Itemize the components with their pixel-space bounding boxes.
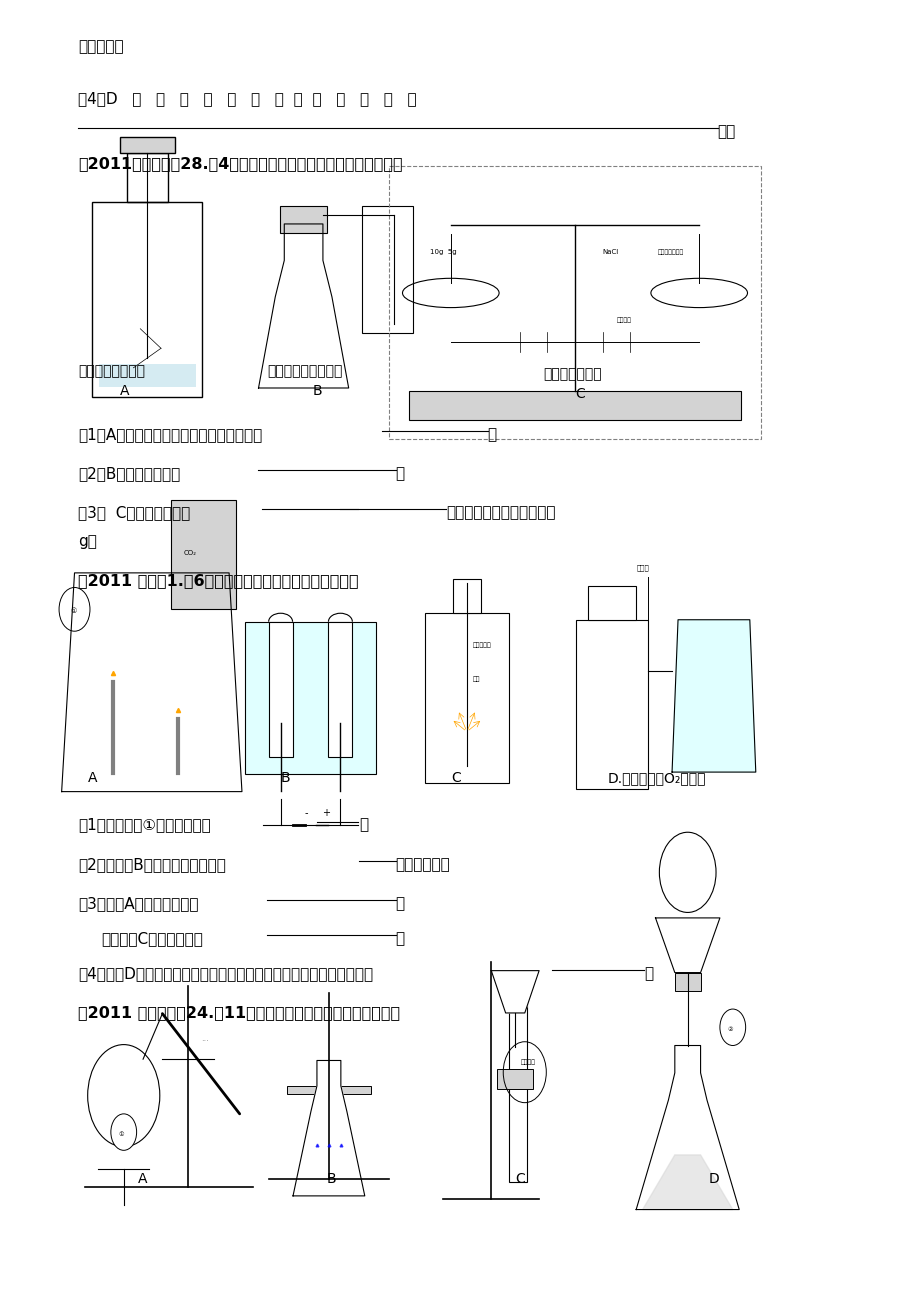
Bar (576, 620, 648, 789)
Text: B: B (326, 1172, 335, 1186)
Bar (287, 1086, 370, 1094)
Text: ②: ② (727, 1027, 732, 1032)
Circle shape (59, 587, 90, 631)
Bar (452, 579, 481, 613)
Circle shape (87, 1044, 160, 1147)
Bar (588, 586, 636, 620)
Text: ；: ； (395, 466, 404, 482)
Text: A: A (87, 771, 96, 785)
Text: ①: ① (71, 608, 77, 615)
Text: （2）B实验中的错误是: （2）B实验中的错误是 (78, 466, 180, 482)
Text: （4）D   为   镁   条   燃   烧   实   验  ，  燃   烧   时   发   出: （4）D 为 镁 条 燃 烧 实 验 ， 燃 烧 时 发 出 (78, 91, 416, 107)
Text: 。: 。 (643, 966, 652, 982)
Bar (425, 613, 508, 783)
Text: 称量氯化钠质量: 称量氯化钠质量 (542, 367, 601, 381)
Text: （1）写出标有①的仪器的名称: （1）写出标有①的仪器的名称 (78, 818, 210, 833)
Bar (99, 365, 196, 388)
Text: g。: g。 (78, 534, 97, 549)
Text: ；: ； (487, 427, 496, 443)
Polygon shape (654, 918, 720, 973)
Text: （2011 揭阳）1.（6分）根据下图实验示意图回答问题：: （2011 揭阳）1.（6分）根据下图实验示意图回答问题： (78, 573, 358, 589)
Text: （1）A实验中集气瓶内预先装少量水的目的: （1）A实验中集气瓶内预先装少量水的目的 (78, 427, 262, 443)
Text: 光。: 光。 (717, 124, 735, 139)
Text: 多孔隔板: 多孔隔板 (520, 1059, 536, 1065)
Text: CO₂: CO₂ (184, 549, 197, 556)
Text: ，称取氯化钠的实际质量为: ，称取氯化钠的实际质量为 (446, 505, 555, 521)
Text: A: A (119, 384, 129, 398)
Text: B: B (280, 771, 289, 785)
Bar (119, 138, 175, 154)
Bar (409, 391, 740, 419)
Text: ；: ； (358, 818, 368, 833)
Bar (268, 622, 292, 758)
Polygon shape (636, 1046, 739, 1210)
Text: 化学性质。: 化学性质。 (78, 39, 124, 55)
Text: 元素组成的。: 元素组成的。 (395, 857, 450, 872)
Circle shape (720, 1009, 745, 1046)
Bar (361, 206, 413, 333)
Polygon shape (641, 1155, 732, 1210)
Polygon shape (258, 224, 348, 388)
Bar (509, 979, 527, 1182)
Polygon shape (62, 573, 242, 792)
Text: C: C (515, 1172, 525, 1186)
Text: 弹簧夹: 弹簧夹 (636, 564, 648, 570)
Text: （2）由实验B得出水是由氢元素和: （2）由实验B得出水是由氢元素和 (78, 857, 226, 872)
Text: 铁丝在氧气中燃烧: 铁丝在氧气中燃烧 (78, 365, 145, 379)
Text: （3）  C实验中的错误是: （3） C实验中的错误是 (78, 505, 190, 521)
Text: +: + (323, 809, 330, 819)
Text: （2011泰安毕业）28.（4分）根据下列实验示意图回答相关问题：: （2011泰安毕业）28.（4分）根据下列实验示意图回答相关问题： (78, 156, 403, 172)
Text: D.测定空气中O₂的含量: D.测定空气中O₂的含量 (607, 771, 705, 785)
Bar (497, 1069, 533, 1088)
Polygon shape (491, 971, 539, 1013)
Bar (92, 202, 202, 397)
Circle shape (659, 832, 715, 913)
Bar (171, 500, 235, 609)
Text: 两边均有小纸片: 两边均有小纸片 (657, 249, 684, 255)
Bar (675, 973, 700, 991)
Text: ...: ... (200, 1034, 209, 1043)
Text: （4）实验D中燃烧匙中所盛药品为红磷，实验中红磷要过量，其原因是: （4）实验D中燃烧匙中所盛药品为红磷，实验中红磷要过量，其原因是 (78, 966, 373, 982)
Text: B: B (312, 384, 322, 398)
Text: 。: 。 (395, 931, 404, 947)
Text: -: - (304, 809, 308, 819)
Text: 烧红的铁丝: 烧红的铁丝 (472, 642, 491, 648)
Text: 实验室制取二氧化碳: 实验室制取二氧化碳 (267, 365, 342, 379)
Text: C: C (574, 387, 584, 401)
Text: D: D (708, 1172, 719, 1186)
Text: （3）实验A中的实验现象是: （3）实验A中的实验现象是 (78, 896, 199, 911)
Text: C: C (450, 771, 460, 785)
Polygon shape (672, 620, 755, 772)
Text: 写出反应C的化学方程式: 写出反应C的化学方程式 (101, 931, 203, 947)
Bar (244, 621, 376, 773)
Bar (389, 167, 761, 440)
Bar (127, 152, 168, 202)
Bar (280, 206, 326, 233)
Text: 游码读数: 游码读数 (616, 318, 630, 323)
Text: A: A (138, 1172, 147, 1186)
Bar (328, 622, 352, 758)
Text: ；: ； (395, 896, 404, 911)
Text: NaCl: NaCl (602, 249, 618, 255)
Polygon shape (293, 1060, 364, 1195)
Text: ①: ① (119, 1131, 124, 1137)
Circle shape (110, 1113, 136, 1151)
Text: 10g  5g: 10g 5g (430, 249, 456, 255)
Text: 氧气: 氧气 (472, 676, 480, 682)
Text: （2011 泰州升学）24.（11分）根据下列装置图填写有关空格：: （2011 泰州升学）24.（11分）根据下列装置图填写有关空格： (78, 1005, 400, 1021)
